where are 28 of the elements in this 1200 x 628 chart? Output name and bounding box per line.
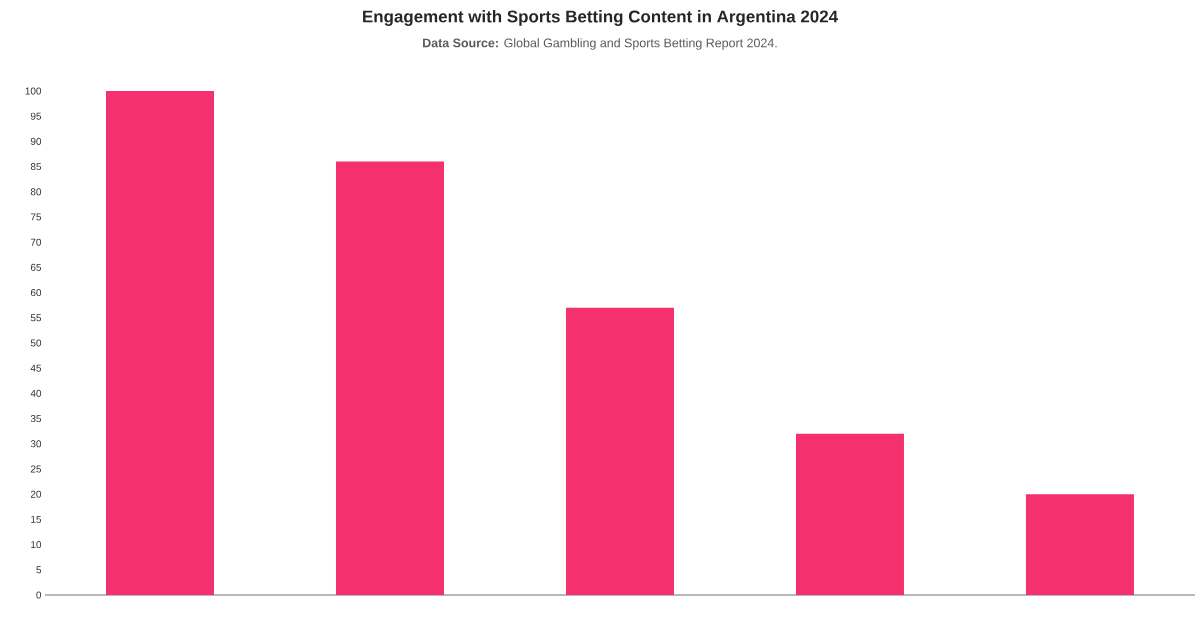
y-tick-label: 30	[30, 440, 42, 448]
y-tick-label: 85	[30, 163, 42, 171]
y-tick-label: 100	[25, 87, 42, 95]
y-tick-label: 90	[30, 137, 42, 145]
y-tick-label: 20	[30, 490, 42, 498]
chart-subtitle: Data Source: Global Gambling and Sports Betting Report 2024.	[423, 38, 777, 50]
y-tick-label: 10	[31, 541, 42, 549]
bar	[565, 307, 674, 595]
y-tick-label: 80	[30, 188, 42, 196]
y-tick-label: 0	[36, 591, 42, 599]
bar	[795, 433, 904, 595]
y-tick-label: 15	[31, 515, 42, 523]
bar	[1025, 494, 1134, 595]
y-tick-label: 60	[30, 289, 42, 297]
bar	[106, 90, 214, 595]
y-tick-label: 35	[30, 415, 42, 423]
y-tick-label: 40	[30, 389, 42, 397]
y-tick-label: 65	[30, 263, 42, 271]
chart-title: Engagement with Sports Betting Content in Argentina 2024	[363, 10, 838, 26]
y-tick-label: 5	[36, 566, 42, 574]
y-tick-label: 25	[30, 465, 42, 473]
y-tick-label: 55	[30, 314, 42, 322]
bar	[335, 161, 444, 595]
y-tick-label: 95	[30, 112, 42, 120]
y-tick-label: 50	[30, 339, 42, 347]
y-tick-label: 45	[30, 364, 42, 372]
y-tick-label: 75	[30, 213, 42, 221]
y-tick-label: 70	[30, 238, 42, 246]
